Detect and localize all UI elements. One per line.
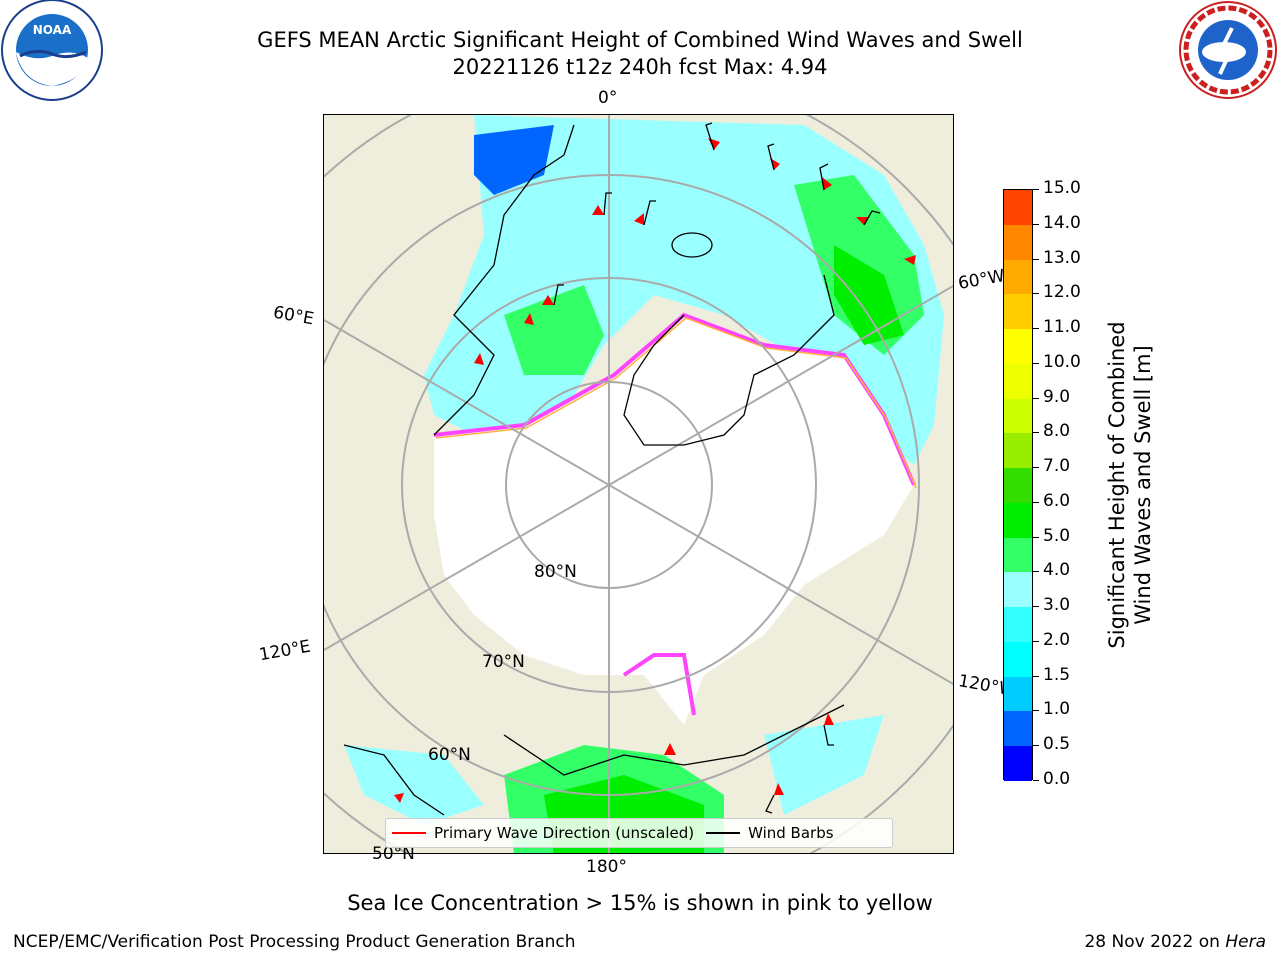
footer-host: Hera xyxy=(1225,932,1266,952)
wave-direction-arrows xyxy=(394,138,916,803)
colorbar-tick-label: 0.5 xyxy=(1043,734,1071,755)
colorbar-tick-mark xyxy=(1033,397,1039,399)
chart-title: GEFS MEAN Arctic Significant Height of C… xyxy=(257,28,1023,52)
colorbar-tick-label: 15.0 xyxy=(1043,178,1081,198)
footer-date: 28 Nov 2022 on xyxy=(1084,932,1226,952)
polar-map xyxy=(323,114,954,854)
colorbar-tick-label: 11.0 xyxy=(1043,317,1081,338)
parallel-label-80n: 80°N xyxy=(534,562,577,582)
meridian-label-60w: 60°W xyxy=(956,266,1007,294)
colorbar-band xyxy=(1004,224,1032,260)
colorbar-tick-mark xyxy=(1033,189,1039,190)
colorbar-band xyxy=(1004,294,1032,329)
colorbar-band xyxy=(1004,329,1032,364)
colorbar-tick-label: 1.0 xyxy=(1043,699,1071,720)
colorbar-tick-mark xyxy=(1033,780,1039,781)
svg-text:NOAA: NOAA xyxy=(33,23,72,37)
colorbar-tick-label: 5.0 xyxy=(1043,525,1071,546)
colorbar-tick-mark xyxy=(1033,258,1039,260)
colorbar-tick-mark xyxy=(1033,640,1039,642)
legend-wave-direction: Primary Wave Direction (unscaled) xyxy=(386,824,694,842)
colorbar-tick-mark xyxy=(1033,710,1039,712)
legend-wind-barbs: Wind Barbs xyxy=(700,824,834,842)
legend-barb-label: Wind Barbs xyxy=(748,824,834,842)
colorbar-band xyxy=(1004,711,1032,746)
footer-left: NCEP/EMC/Verification Post Processing Pr… xyxy=(13,932,576,952)
colorbar-tick-label: 4.0 xyxy=(1043,560,1071,581)
colorbar-band xyxy=(1004,572,1032,607)
legend-wave-label: Primary Wave Direction (unscaled) xyxy=(434,824,695,842)
parallel-label-60n: 60°N xyxy=(428,745,471,765)
colorbar-tick-label: 13.0 xyxy=(1043,247,1081,268)
gulf-of-alaska-waves xyxy=(764,715,884,815)
colorbar-tick-label: 9.0 xyxy=(1043,386,1071,407)
footer-right: 28 Nov 2022 on Hera xyxy=(1084,932,1266,952)
parallel-label-70n: 70°N xyxy=(482,652,525,672)
colorbar-band xyxy=(1004,746,1032,781)
norwegian-sea-waves xyxy=(504,285,604,375)
colorbar-label-line1: Significant Height of Combined xyxy=(1105,321,1129,649)
colorbar-tick-label: 3.0 xyxy=(1043,595,1071,616)
hudson-bay-waves xyxy=(344,745,484,825)
parallel-label-50n: 50°N xyxy=(372,844,415,864)
colorbar-tick-label: 1.5 xyxy=(1043,664,1071,685)
map-canvas xyxy=(324,115,953,853)
colorbar-tick-label: 7.0 xyxy=(1043,456,1071,477)
colorbar-tick-label: 8.0 xyxy=(1043,421,1071,442)
colorbar-band xyxy=(1004,502,1032,538)
colorbar-tick-mark xyxy=(1033,501,1039,503)
colorbar-tick-mark xyxy=(1033,293,1039,295)
colorbar-tick-mark xyxy=(1033,745,1039,747)
colorbar-label-line2: Wind Waves and Swell [m] xyxy=(1131,345,1155,625)
colorbar-band xyxy=(1004,607,1032,642)
chart-subtitle: 20221126 t12z 240h fcst Max: 4.94 xyxy=(452,55,828,79)
sea-ice xyxy=(434,315,914,725)
meridian-label-60e: 60°E xyxy=(271,302,316,330)
colorbar-band xyxy=(1004,537,1032,573)
coastlines xyxy=(343,124,845,816)
wind-barbs xyxy=(553,122,881,814)
sea-ice-caption: Sea Ice Concentration > 15% is shown in … xyxy=(347,891,933,915)
colorbar-band xyxy=(1004,676,1032,712)
colorbar-band xyxy=(1004,398,1032,434)
colorbar-tick-label: 0.0 xyxy=(1043,769,1071,789)
meridian-label-180: 180° xyxy=(586,857,627,877)
colorbar-band xyxy=(1004,190,1032,225)
colorbar-tick-label: 14.0 xyxy=(1043,212,1081,233)
colorbar xyxy=(1003,189,1033,781)
colorbar-tick-mark xyxy=(1033,362,1039,364)
colorbar-band xyxy=(1004,433,1032,468)
colorbar-tick-mark xyxy=(1033,328,1039,330)
colorbar-tick-label: 2.0 xyxy=(1043,629,1071,650)
meridian-label-120e: 120°E xyxy=(257,636,313,666)
colorbar-tick-mark xyxy=(1033,606,1039,608)
colorbar-tick-label: 12.0 xyxy=(1043,282,1081,303)
colorbar-band xyxy=(1004,363,1032,399)
wind-barb-swatch xyxy=(706,832,741,834)
nws-logo xyxy=(1179,1,1277,99)
colorbar-band xyxy=(1004,641,1032,677)
noaa-logo: NOAA xyxy=(1,0,103,101)
map-legend: Primary Wave Direction (unscaled) Wind B… xyxy=(385,818,893,848)
colorbar-tick-mark xyxy=(1033,675,1039,677)
colorbar-tick-mark xyxy=(1033,223,1039,225)
baltic-waves xyxy=(474,125,554,195)
meridian-label-0: 0° xyxy=(598,88,618,108)
colorbar-label: Significant Height of Combined Wind Wave… xyxy=(1104,321,1156,648)
greenland-sea-core xyxy=(834,245,904,345)
wave-direction-swatch xyxy=(392,832,426,834)
colorbar-band xyxy=(1004,259,1032,295)
colorbar-tick-label: 10.0 xyxy=(1043,351,1081,372)
colorbar-tick-mark xyxy=(1033,536,1039,538)
colorbar-tick-mark xyxy=(1033,467,1039,469)
colorbar-tick-mark xyxy=(1033,571,1039,573)
colorbar-band xyxy=(1004,468,1032,503)
colorbar-tick-label: 6.0 xyxy=(1043,490,1071,511)
colorbar-tick-mark xyxy=(1033,432,1039,434)
